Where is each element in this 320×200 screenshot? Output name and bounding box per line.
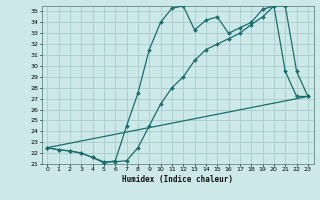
X-axis label: Humidex (Indice chaleur): Humidex (Indice chaleur) bbox=[122, 175, 233, 184]
